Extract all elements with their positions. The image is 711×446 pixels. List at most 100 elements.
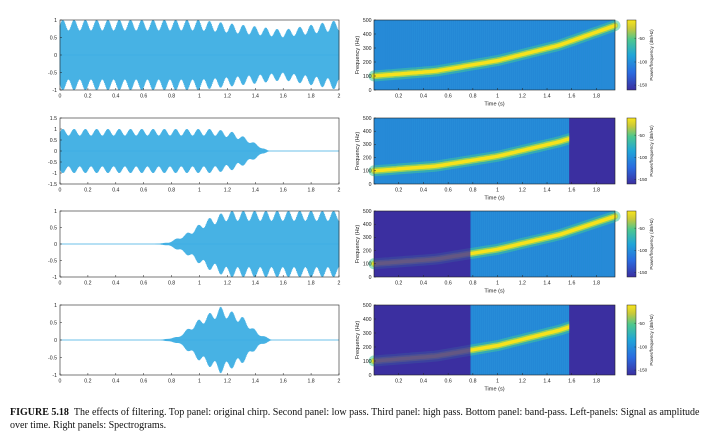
x-tick-label: 0.2 (395, 188, 402, 194)
x-tick-label: 1.8 (593, 281, 600, 287)
x-tick-label: 0.6 (445, 281, 452, 287)
spectrogram-frame (373, 304, 616, 376)
y-tick-label: 200 (363, 248, 372, 254)
x-tick-label: 0 (59, 188, 62, 194)
y-tick-label: 1.5 (50, 116, 57, 122)
x-tick-label: 0.6 (140, 188, 147, 194)
y-tick-label: -0.5 (48, 160, 57, 166)
y-tick-label: 100 (363, 359, 372, 365)
x-tick-label: 0 (59, 379, 62, 385)
x-tick-label: 1.6 (280, 379, 287, 385)
x-tick-label: 0.2 (84, 379, 91, 385)
x-tick-label: 0.8 (168, 94, 175, 100)
colorbar-label: Power/frequency (dB/Hz) (649, 29, 654, 81)
x-tick-label: 0.8 (168, 379, 175, 385)
x-tick-label: 0.2 (84, 281, 91, 287)
y-tick-label: 0.5 (50, 225, 57, 231)
x-tick-label: 0.8 (168, 188, 175, 194)
colorbar-label: Power/frequency (dB/Hz) (649, 218, 654, 270)
x-tick-label: 1.6 (568, 94, 575, 100)
x-tick-label: 1.2 (224, 188, 231, 194)
y-tick-label: 0 (369, 182, 372, 188)
colorbar-gradient (626, 19, 637, 91)
y-tick-label: 500 (363, 116, 372, 122)
x-tick-label: 1.4 (252, 379, 259, 385)
y-tick-label: 1 (54, 18, 57, 24)
x-tick-label: 0.6 (445, 379, 452, 385)
chirp-ridge (372, 129, 596, 173)
x-tick-label: 1.4 (252, 94, 259, 100)
x-tick-label: 0.2 (395, 281, 402, 287)
x-tick-label: 1.4 (543, 188, 550, 194)
x-tick-label: 0.2 (84, 188, 91, 194)
y-axis-label: Frequency (Hz) (355, 321, 361, 360)
y-axis-label: Frequency (Hz) (355, 36, 361, 75)
x-tick-label: 0.4 (112, 188, 119, 194)
colorbar-tick-label: -50 (638, 321, 645, 326)
spectrogram-frame (373, 210, 616, 278)
colorbar-tick-label: -150 (638, 177, 648, 182)
colorbar-tick-label: -150 (638, 270, 648, 275)
x-tick-label: 0.4 (420, 379, 427, 385)
x-tick-label: 1.4 (252, 188, 259, 194)
stopband-overlay-left (374, 305, 471, 375)
colorbar-gradient (626, 117, 637, 185)
x-tick-label: 0.4 (420, 188, 427, 194)
x-tick-label: 1.2 (224, 379, 231, 385)
x-tick-label: 2 (338, 281, 341, 287)
x-tick-label: 1 (496, 379, 499, 385)
x-tick-label: 0.8 (469, 188, 476, 194)
x-tick-label: 0.8 (469, 379, 476, 385)
y-tick-label: 400 (363, 317, 372, 323)
chirp-ridge (372, 23, 617, 78)
colorbar-tick-label: -50 (638, 226, 645, 231)
colorbar-gradient (626, 210, 637, 278)
y-tick-label: 1 (54, 303, 57, 309)
y-tick-label: 0 (369, 275, 372, 281)
colorbar-tick-label: -150 (638, 368, 648, 373)
x-tick-label: 1.6 (280, 188, 287, 194)
y-tick-label: 0 (369, 88, 372, 94)
y-tick-label: 200 (363, 345, 372, 351)
x-tick-label: 1.2 (519, 188, 526, 194)
y-tick-label: -0.5 (48, 70, 57, 76)
y-tick-label: 0.5 (50, 138, 57, 144)
x-tick-label: 0.6 (140, 94, 147, 100)
x-axis-label: Time (s) (484, 289, 504, 295)
colorbar-tick-label: -50 (638, 36, 645, 41)
y-tick-label: 0 (54, 242, 57, 248)
y-tick-label: 100 (363, 74, 372, 80)
colorbar-label: Power/frequency (dB/Hz) (649, 125, 654, 177)
x-axis-label: Time (s) (484, 196, 504, 202)
y-tick-label: 0.5 (50, 35, 57, 41)
y-tick-label: 500 (363, 303, 372, 309)
y-tick-label: -1 (52, 275, 57, 281)
x-tick-label: 0.8 (469, 281, 476, 287)
x-tick-label: 1.2 (224, 94, 231, 100)
signal-plot-3: 10.50-0.5-10 0.2 0.4 0.6 0.8 1 1.2 1.4 1.6 1.8 2 (48, 209, 341, 287)
x-tick-label: 0 (59, 94, 62, 100)
x-tick-label: 1.8 (593, 379, 600, 385)
x-tick-label: 0 (59, 281, 62, 287)
x-tick-label: 0.2 (84, 94, 91, 100)
colorbar-tick-label: -50 (638, 133, 645, 138)
signal-plot-4: 10.50-0.5-10 0.2 0.4 0.6 0.8 1 1.2 1.4 1.6 1.8 2 (48, 303, 341, 385)
colorbar-tick-label: -100 (638, 345, 648, 350)
x-tick-label: 0.6 (445, 94, 452, 100)
stopband-overlay-right (569, 305, 615, 375)
x-tick-label: 1.8 (307, 188, 314, 194)
x-tick-label: 1 (198, 188, 201, 194)
caption-label: FIGURE 5.18 (10, 407, 69, 418)
spectrogram-2: 500 400 300 200 100 0 0.2 0.4 0.6 0.8 1 1.2 1.4 1.6 1.… (355, 116, 616, 202)
y-tick-label: 500 (363, 209, 372, 215)
y-axis-label: Frequency (Hz) (355, 225, 361, 264)
y-tick-label: 500 (363, 18, 372, 24)
spectrogram-frame (373, 117, 616, 185)
stopband-overlay-left (374, 211, 471, 277)
x-tick-label: 1.2 (519, 94, 526, 100)
figure-caption: FIGURE 5.18 The effects of filtering. To… (10, 406, 704, 432)
